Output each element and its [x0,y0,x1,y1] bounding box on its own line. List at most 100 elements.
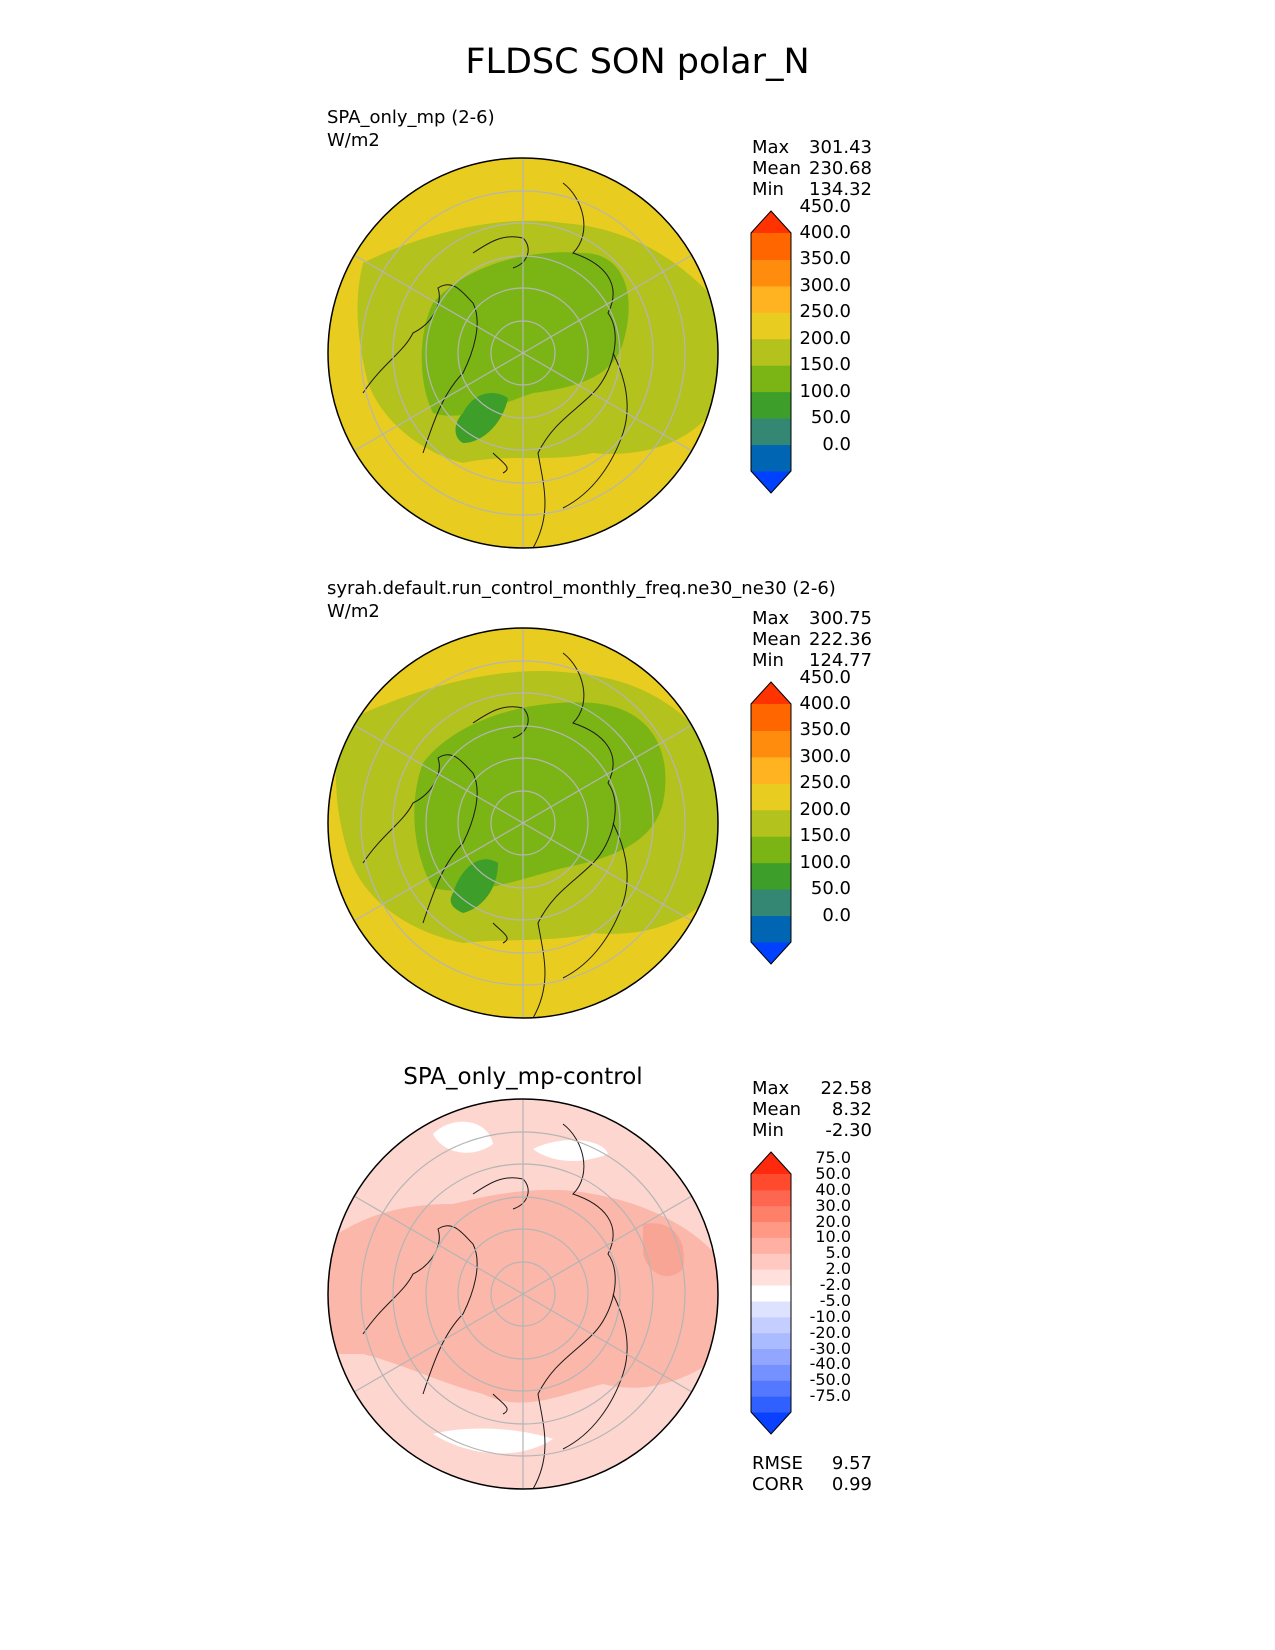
colorbar-tick-label: 300.0 [799,274,851,296]
stat-max-value: 301.43 [809,137,872,158]
stat-max-label: Max [752,137,790,158]
colorbar-segment [751,285,791,313]
colorbar-outline [750,1151,792,1435]
colorbar-segment [751,365,791,393]
colorbar-tick-label: 400.0 [799,693,851,714]
colorbar-segment [751,730,791,758]
colorbar-segment [751,1380,791,1397]
colorbar-segment [751,418,791,446]
colorbar-segment [751,1221,791,1238]
colorbar-extend-high [751,211,791,233]
stat-mean-value: 230.68 [809,158,872,179]
colorbar-segment [751,809,791,837]
colorbar-segment [751,312,791,340]
graticule [353,1099,693,1489]
panel1-case-label: SPA_only_mp (2-6) [327,107,495,128]
colorbar-tick-label: 0.0 [822,433,851,455]
colorbar-tick-label: -5.0 [819,1290,851,1310]
stat-min-label: Min [752,1120,784,1141]
colorbar-tick-label: 50.0 [815,1164,851,1183]
panel2-units-label: W/m2 [327,601,380,622]
panel1-stats: Max 301.43 Mean 230.68 Min 134.32 [752,137,872,203]
colorbar-tick-label: 400.0 [799,222,851,243]
panel3-colorbar [750,1151,792,1435]
colorbar-segment [751,1348,791,1365]
colorbar-tick-label: 250.0 [799,301,851,323]
panel3-stats: Max 22.58 Mean 8.32 Min -2.30 [752,1078,872,1144]
stat-mean-value: 222.36 [809,629,872,650]
colorbar-segment [751,1269,791,1286]
metric-rmse-label: RMSE [752,1453,803,1474]
panel2-polar-map [327,627,719,1019]
panel3-polar-map [327,1098,719,1490]
colorbar-tick-label: 450.0 [799,666,851,688]
colorbar-tick-label: 75.0 [815,1148,851,1168]
metric-corr-value: 0.99 [831,1474,872,1495]
graticule [353,628,693,1018]
colorbar-tick-label: -40.0 [809,1354,851,1374]
colorbar-tick-label: 350.0 [799,248,851,270]
colorbar-segment [751,1364,791,1381]
colorbar-extend-low [751,471,791,493]
colorbar-tick-label: 350.0 [799,719,851,741]
colorbar-tick-label: -75.0 [809,1386,851,1406]
colorbar-segment [751,259,791,287]
stat-min-value: 134.32 [809,179,872,200]
colorbar-outline [750,210,792,494]
stat-mean-label: Mean [752,158,802,179]
colorbar-segment [751,1237,791,1254]
colorbar-segment [751,704,791,731]
colorbar-segment [751,1189,791,1207]
colorbar-segment [751,1253,791,1270]
panel1-colorbar [750,210,792,494]
field-contour-150 [421,252,629,416]
stat-max-label: Max [752,608,790,629]
graticule [353,158,693,548]
field-contour-100 [455,393,508,443]
colorbar-tick-label: 100.0 [799,380,851,402]
figure-title: FLDSC SON polar_N [465,42,810,82]
field-contour-20 [643,1223,684,1277]
colorbar-tick-label: -30.0 [809,1338,851,1358]
colorbar-segment [751,783,791,811]
coastlines [362,1123,628,1489]
panel1-polar-map [327,157,719,549]
map-boundary [327,157,719,549]
colorbar-segment [751,836,791,864]
colorbar-tick-label: 450.0 [799,195,851,217]
stat-max-label: Max [752,1078,790,1099]
colorbar-segment [751,915,791,943]
panel3-metrics: RMSE 9.57 CORR 0.99 [752,1453,872,1497]
colorbar-tick-label: -10.0 [809,1306,851,1326]
metric-rmse-value: 9.57 [831,1453,872,1474]
stat-min-label: Min [752,650,784,671]
colorbar-segment [751,1300,791,1318]
colorbar-outline [750,681,792,965]
colorbar-segment [751,391,791,419]
colorbar-tick-label: 0.0 [822,904,851,926]
colorbar-tick-label: 50.0 [810,878,851,900]
field-contour-white-1 [433,1121,493,1153]
colorbar-extend-high [751,1152,791,1174]
colorbar-segment [751,444,791,472]
colorbar-segment [751,1396,791,1413]
colorbar-segment [751,1285,791,1302]
stat-min-value: -2.30 [825,1120,872,1141]
colorbar-segment [751,862,791,890]
colorbar-tick-label: 100.0 [799,851,851,873]
panel3-title: SPA_only_mp-control [403,1064,643,1090]
colorbar-tick-label: 200.0 [799,798,851,820]
stat-max-value: 300.75 [809,608,872,629]
colorbar-segment [751,1316,791,1334]
colorbar-tick-label: 2.0 [825,1259,851,1279]
colorbar-segment [751,338,791,366]
colorbar-tick-label: 30.0 [815,1195,851,1215]
panel2-case-label: syrah.default.run_control_monthly_freq.n… [327,578,836,599]
colorbar-tick-label: -50.0 [809,1370,851,1390]
stat-mean-label: Mean [752,629,802,650]
colorbar-segment [751,756,791,784]
metric-corr-label: CORR [752,1474,804,1495]
colorbar-tick-label: 20.0 [815,1211,851,1231]
stat-min-label: Min [752,179,784,200]
colorbar-extend-high [751,682,791,704]
